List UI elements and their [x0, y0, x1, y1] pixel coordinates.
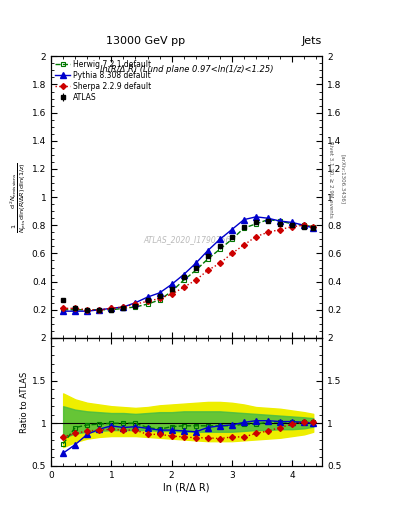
- Sherpa 2.2.9 default: [230, 250, 234, 257]
- Sherpa 2.2.9 default: [133, 301, 138, 307]
- Sherpa 2.2.9 default: [302, 222, 307, 228]
- Sherpa 2.2.9 default: [242, 242, 246, 248]
- Line: Pythia 8.308 default: Pythia 8.308 default: [61, 214, 316, 314]
- Text: 13000 GeV pp: 13000 GeV pp: [107, 36, 185, 46]
- Herwig 7.2.1 default: [109, 307, 114, 313]
- Pythia 8.308 default: [85, 308, 90, 314]
- Sherpa 2.2.9 default: [73, 305, 77, 311]
- Sherpa 2.2.9 default: [145, 298, 150, 304]
- Pythia 8.308 default: [193, 260, 198, 266]
- Pythia 8.308 default: [302, 222, 307, 228]
- Pythia 8.308 default: [97, 307, 102, 313]
- Pythia 8.308 default: [157, 290, 162, 296]
- Line: Herwig 7.2.1 default: Herwig 7.2.1 default: [61, 217, 316, 312]
- Y-axis label: $\frac{1}{N_\mathrm{jets}}\frac{\mathrm{d}^2 N_\mathrm{emissions}}{\mathrm{d}\ln: $\frac{1}{N_\mathrm{jets}}\frac{\mathrm{…: [8, 162, 29, 232]
- Pythia 8.308 default: [253, 214, 258, 220]
- Herwig 7.2.1 default: [133, 304, 138, 310]
- Pythia 8.308 default: [278, 218, 283, 224]
- Herwig 7.2.1 default: [302, 222, 307, 228]
- Pythia 8.308 default: [266, 215, 270, 221]
- Herwig 7.2.1 default: [169, 288, 174, 294]
- Sherpa 2.2.9 default: [169, 291, 174, 297]
- Sherpa 2.2.9 default: [311, 224, 316, 230]
- Text: [arXiv:1306.3436]: [arXiv:1306.3436]: [340, 154, 345, 204]
- Herwig 7.2.1 default: [145, 301, 150, 307]
- Pythia 8.308 default: [109, 305, 114, 311]
- Text: Rivet 3.1.10, ≥ 2.9M events: Rivet 3.1.10, ≥ 2.9M events: [328, 141, 333, 218]
- Sherpa 2.2.9 default: [85, 307, 90, 313]
- Sherpa 2.2.9 default: [253, 233, 258, 240]
- Sherpa 2.2.9 default: [266, 229, 270, 236]
- Y-axis label: Ratio to ATLAS: Ratio to ATLAS: [20, 371, 29, 433]
- Pythia 8.308 default: [242, 217, 246, 223]
- Sherpa 2.2.9 default: [121, 304, 126, 310]
- Pythia 8.308 default: [206, 248, 210, 254]
- Pythia 8.308 default: [290, 219, 294, 225]
- Herwig 7.2.1 default: [193, 267, 198, 273]
- X-axis label: ln (R/Δ R): ln (R/Δ R): [163, 482, 210, 493]
- Herwig 7.2.1 default: [73, 307, 77, 313]
- Herwig 7.2.1 default: [181, 277, 186, 283]
- Text: ATLAS_2020_I1790256: ATLAS_2020_I1790256: [143, 235, 230, 244]
- Herwig 7.2.1 default: [311, 224, 316, 230]
- Herwig 7.2.1 default: [278, 218, 283, 224]
- Pythia 8.308 default: [230, 226, 234, 232]
- Sherpa 2.2.9 default: [97, 307, 102, 313]
- Herwig 7.2.1 default: [61, 307, 66, 313]
- Pythia 8.308 default: [73, 308, 77, 314]
- Herwig 7.2.1 default: [230, 237, 234, 243]
- Herwig 7.2.1 default: [217, 246, 222, 252]
- Pythia 8.308 default: [217, 237, 222, 243]
- Sherpa 2.2.9 default: [193, 277, 198, 283]
- Sherpa 2.2.9 default: [278, 226, 283, 232]
- Sherpa 2.2.9 default: [61, 305, 66, 311]
- Sherpa 2.2.9 default: [217, 260, 222, 266]
- Line: Sherpa 2.2.9 default: Sherpa 2.2.9 default: [61, 223, 315, 312]
- Pythia 8.308 default: [169, 282, 174, 288]
- Sherpa 2.2.9 default: [290, 224, 294, 230]
- Herwig 7.2.1 default: [206, 256, 210, 262]
- Herwig 7.2.1 default: [253, 221, 258, 227]
- Sherpa 2.2.9 default: [157, 295, 162, 302]
- Herwig 7.2.1 default: [85, 307, 90, 313]
- Pythia 8.308 default: [121, 304, 126, 310]
- Herwig 7.2.1 default: [97, 307, 102, 313]
- Herwig 7.2.1 default: [157, 297, 162, 303]
- Sherpa 2.2.9 default: [206, 267, 210, 273]
- Herwig 7.2.1 default: [290, 221, 294, 227]
- Pythia 8.308 default: [61, 308, 66, 314]
- Herwig 7.2.1 default: [266, 217, 270, 223]
- Herwig 7.2.1 default: [121, 305, 126, 311]
- Pythia 8.308 default: [145, 294, 150, 300]
- Herwig 7.2.1 default: [242, 225, 246, 231]
- Sherpa 2.2.9 default: [181, 284, 186, 290]
- Sherpa 2.2.9 default: [109, 305, 114, 311]
- Pythia 8.308 default: [181, 271, 186, 278]
- Pythia 8.308 default: [133, 300, 138, 306]
- Legend: Herwig 7.2.1 default, Pythia 8.308 default, Sherpa 2.2.9 default, ATLAS: Herwig 7.2.1 default, Pythia 8.308 defau…: [53, 58, 153, 103]
- Pythia 8.308 default: [311, 225, 316, 231]
- Text: Jets: Jets: [302, 36, 322, 46]
- Text: ln(R/Δ R) (Lund plane 0.97<ln(1/z)<1.25): ln(R/Δ R) (Lund plane 0.97<ln(1/z)<1.25): [100, 65, 274, 74]
